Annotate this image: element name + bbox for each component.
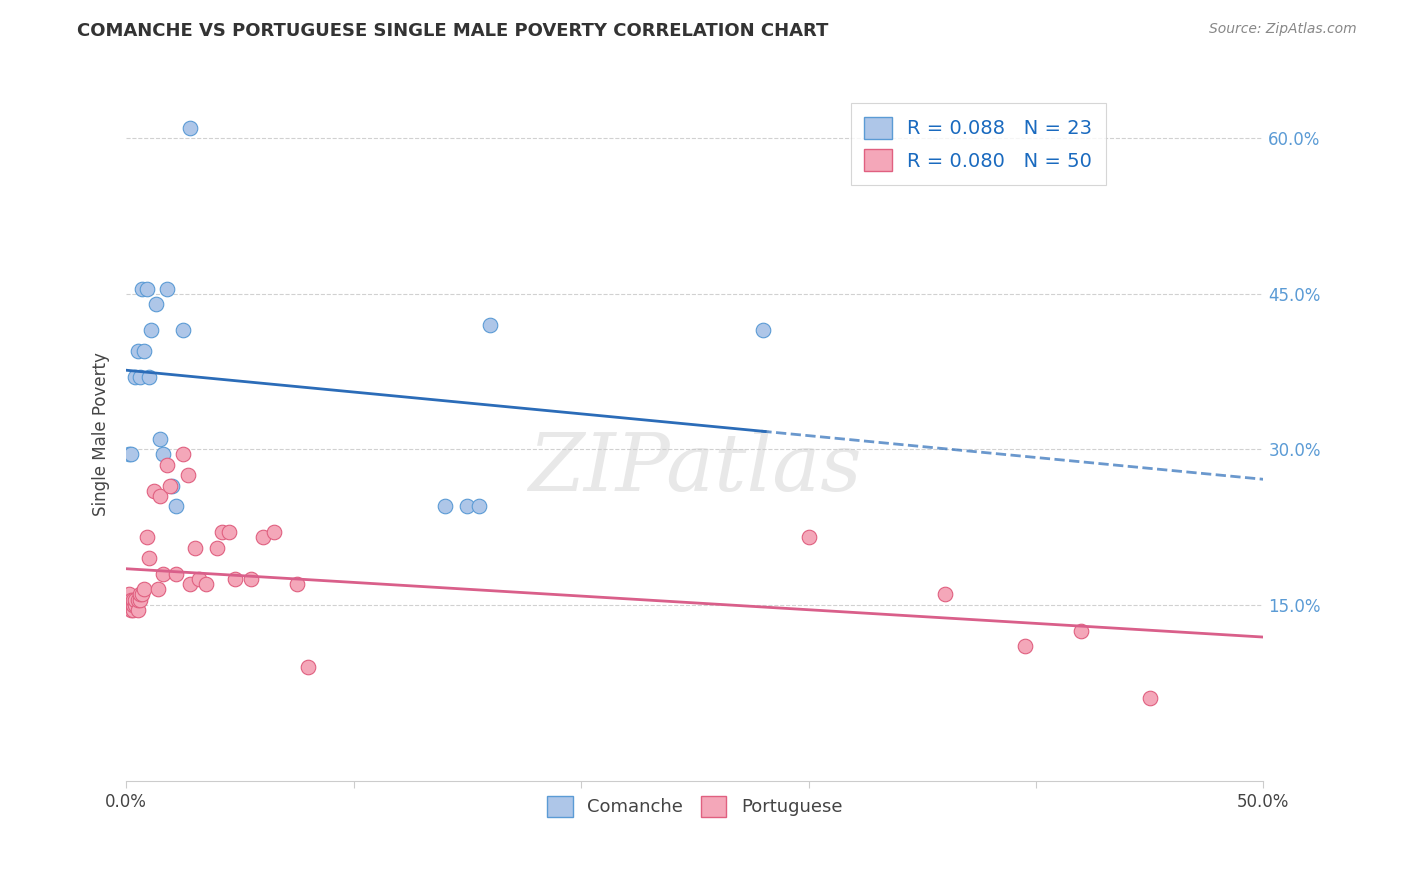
- Point: [1014, 639, 1036, 653]
- Point: [124, 598, 146, 612]
- Point: [122, 592, 145, 607]
- Point: [468, 500, 491, 514]
- Text: COMANCHE VS PORTUGUESE SINGLE MALE POVERTY CORRELATION CHART: COMANCHE VS PORTUGUESE SINGLE MALE POVER…: [77, 22, 828, 40]
- Point: [179, 120, 201, 135]
- Point: [117, 587, 139, 601]
- Point: [120, 603, 142, 617]
- Point: [120, 598, 142, 612]
- Point: [122, 598, 145, 612]
- Point: [160, 478, 183, 492]
- Point: [117, 598, 139, 612]
- Point: [156, 281, 179, 295]
- Point: [179, 577, 201, 591]
- Point: [797, 530, 820, 544]
- Point: [297, 660, 319, 674]
- Point: [138, 369, 160, 384]
- Point: [142, 483, 165, 498]
- Point: [263, 525, 285, 540]
- Point: [129, 587, 152, 601]
- Point: [207, 541, 229, 555]
- Point: [129, 592, 152, 607]
- Point: [127, 603, 149, 617]
- Point: [224, 572, 246, 586]
- Point: [752, 323, 775, 337]
- Point: [124, 369, 146, 384]
- Point: [479, 318, 502, 332]
- Point: [122, 603, 145, 617]
- Point: [138, 551, 160, 566]
- Point: [131, 281, 153, 295]
- Point: [127, 343, 149, 358]
- Point: [117, 592, 139, 607]
- Point: [129, 369, 152, 384]
- Point: [188, 572, 211, 586]
- Point: [131, 587, 153, 601]
- Point: [117, 598, 139, 612]
- Point: [172, 447, 194, 461]
- Point: [120, 592, 142, 607]
- Point: [124, 592, 146, 607]
- Point: [141, 323, 163, 337]
- Point: [145, 297, 167, 311]
- Point: [218, 525, 240, 540]
- Text: ZIPatlas: ZIPatlas: [529, 430, 862, 508]
- Point: [183, 541, 205, 555]
- Point: [152, 447, 174, 461]
- Point: [240, 572, 263, 586]
- Point: [285, 577, 308, 591]
- Point: [120, 447, 142, 461]
- Point: [252, 530, 274, 544]
- Point: [1139, 691, 1161, 706]
- Point: [177, 468, 200, 483]
- Point: [149, 432, 172, 446]
- Point: [211, 525, 233, 540]
- Point: [172, 323, 194, 337]
- Point: [134, 343, 156, 358]
- Legend: Comanche, Portuguese: Comanche, Portuguese: [540, 789, 849, 824]
- Point: [117, 447, 139, 461]
- Point: [165, 500, 187, 514]
- Point: [433, 500, 456, 514]
- Point: [127, 592, 149, 607]
- Point: [135, 281, 157, 295]
- Point: [146, 582, 169, 597]
- Point: [156, 458, 179, 472]
- Point: [159, 478, 181, 492]
- Point: [149, 489, 172, 503]
- Point: [152, 566, 174, 581]
- Point: [117, 592, 139, 607]
- Point: [456, 500, 478, 514]
- Point: [134, 582, 156, 597]
- Point: [117, 598, 139, 612]
- Y-axis label: Single Male Poverty: Single Male Poverty: [93, 351, 110, 516]
- Text: Source: ZipAtlas.com: Source: ZipAtlas.com: [1209, 22, 1357, 37]
- Point: [934, 587, 956, 601]
- Point: [135, 530, 157, 544]
- Point: [194, 577, 217, 591]
- Point: [1070, 624, 1092, 638]
- Point: [165, 566, 187, 581]
- Point: [120, 598, 142, 612]
